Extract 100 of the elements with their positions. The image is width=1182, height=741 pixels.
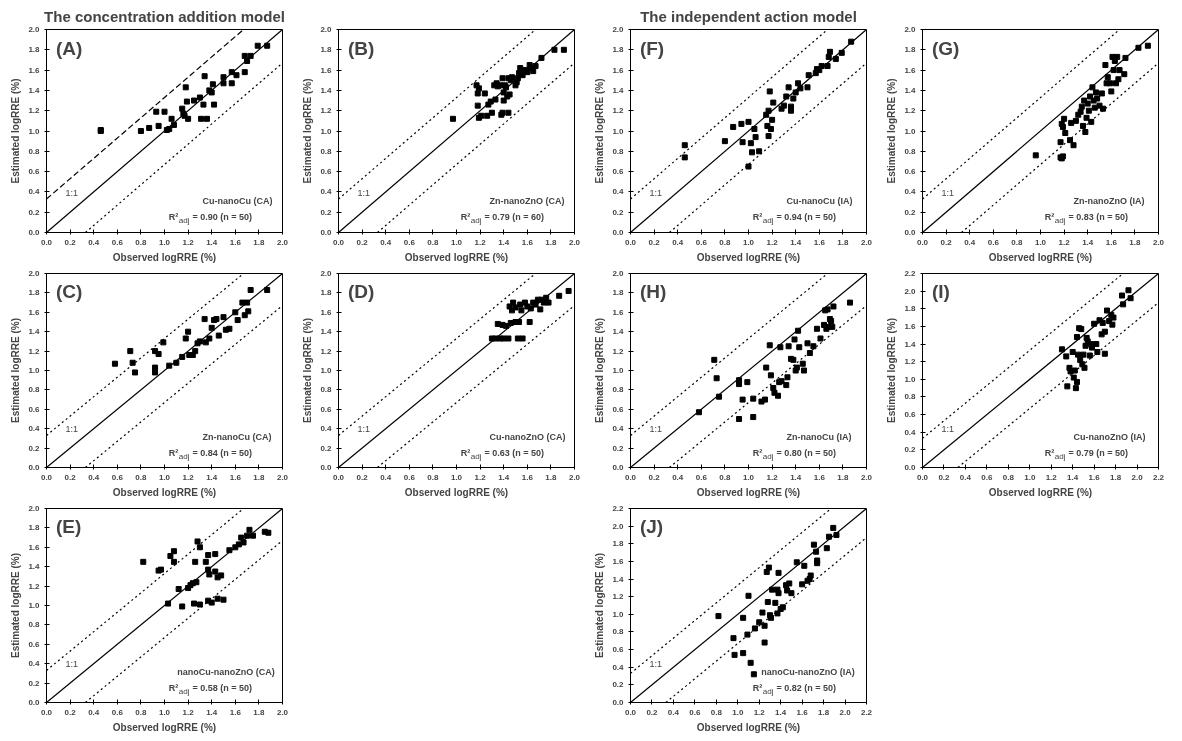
y-tick-label: 0.0 (612, 698, 625, 707)
annotation: Zn-nanoZnO (IA) (1073, 196, 1145, 207)
x-tick-label: 1.2 (766, 472, 779, 482)
x-axis-title: Observed logRRE (%) (988, 251, 1093, 263)
y-tick-label: 1.4 (612, 327, 625, 337)
y-tick-label: 0.2 (28, 207, 41, 217)
x-tick-label: 1.8 (253, 237, 266, 247)
x-tick-label: 0.8 (135, 472, 148, 482)
x-axis-title: Observed logRRE (%) (404, 251, 509, 263)
x-tick-label: 1.0 (158, 707, 171, 717)
y-tick-label: 0.4 (28, 424, 41, 434)
x-tick-label: 1.2 (182, 237, 195, 247)
y-tick-label: 1.8 (904, 45, 917, 55)
x-tick-label: 0.2 (648, 237, 661, 247)
y-tick-label: 0.4 (320, 187, 333, 197)
x-tick-label: 1.6 (796, 707, 809, 717)
x-tick-label: 1.6 (1088, 472, 1101, 482)
y-tick-label: 1.8 (28, 288, 41, 298)
x-tick-label: 2.0 (839, 707, 852, 717)
y-tick-label: 0.8 (28, 620, 41, 630)
y-tick-label: 1.4 (320, 327, 333, 337)
y-tick-label: 1.0 (612, 366, 625, 375)
x-tick-label: 2.2 (1152, 472, 1165, 482)
x-tick-label: 1.4 (790, 472, 802, 482)
y-tick-label: 1.8 (612, 539, 625, 549)
x-tick-label: 1.6 (813, 237, 826, 247)
x-tick-label: 0.4 (672, 472, 684, 482)
annotation: Cu-nanoCu (CA) (202, 196, 273, 207)
y-tick-label: 1.4 (612, 574, 625, 584)
x-tick-label: 0.4 (88, 237, 100, 247)
x-axis-title: Observed logRRE (%) (988, 486, 1093, 498)
annotation: (E) (55, 516, 82, 538)
annotation: Cu-nanoZnO (CA) (489, 432, 566, 443)
annotation: (B) (347, 37, 375, 59)
x-tick-label: 0.8 (1002, 472, 1015, 482)
x-axis-title: Observed logRRE (%) (696, 721, 801, 733)
y-tick-label: 1.6 (320, 307, 333, 317)
annotation: (F) (639, 37, 665, 59)
y-tick-label: 0.8 (320, 385, 333, 395)
x-tick-label: 0.8 (135, 707, 148, 717)
x-tick-label: 0.6 (403, 237, 416, 247)
annotation: (G) (931, 37, 960, 59)
x-tick-label: 1.8 (253, 707, 266, 717)
y-tick-label: 0.0 (904, 228, 917, 237)
y-tick-label: 0.6 (612, 404, 625, 414)
y-tick-label: 1.0 (904, 374, 917, 384)
x-tick-label: 0.6 (695, 237, 708, 247)
x-tick-label: 2.0 (860, 237, 873, 247)
x-tick-label: 1.6 (521, 472, 534, 482)
y-tick-label: 2.0 (28, 269, 41, 278)
x-tick-label: 1.8 (545, 472, 558, 482)
x-tick-label: 2.0 (276, 707, 289, 717)
y-tick-label: 2.0 (612, 25, 625, 34)
y-tick-label: 1.2 (612, 106, 625, 116)
x-tick-label: 1.0 (450, 472, 463, 482)
x-tick-label: 0.4 (964, 237, 976, 247)
annotation: 1:1 (941, 188, 954, 199)
y-tick-label: 0.2 (612, 680, 625, 690)
y-tick-label: 0.8 (612, 146, 625, 156)
x-axis-title: Observed logRRE (%) (112, 721, 217, 733)
annotation: (D) (347, 281, 375, 303)
y-tick-label: 1.0 (612, 609, 625, 619)
x-tick-label: 0.2 (356, 237, 369, 247)
y-tick-label: 0.6 (612, 645, 625, 655)
y-tick-label: 2.0 (612, 269, 625, 278)
x-tick-label: 2.0 (1152, 237, 1165, 247)
annotation: 1:1 (357, 424, 370, 435)
x-tick-label: 1.8 (1110, 472, 1122, 482)
x-tick-label: 2.0 (568, 472, 581, 482)
x-tick-label: 0.0 (40, 707, 53, 717)
y-tick-label: 1.6 (612, 307, 625, 317)
x-tick-label: 1.4 (498, 237, 510, 247)
y-tick-label: 1.2 (320, 106, 333, 116)
x-tick-label: 0.6 (111, 472, 124, 482)
y-tick-label: 0.2 (612, 443, 625, 453)
y-tick-label: 1.4 (320, 85, 333, 95)
y-tick-label: 1.8 (904, 304, 917, 314)
y-tick-label: 0.4 (612, 662, 625, 672)
x-tick-label: 1.0 (742, 237, 755, 247)
y-tick-label: 1.6 (320, 65, 333, 75)
x-tick-label: 0.4 (672, 237, 684, 247)
y-tick-label: 2.0 (904, 286, 917, 296)
x-tick-label: 1.2 (474, 472, 487, 482)
annotation: Cu-nanoCu (IA) (786, 196, 853, 207)
y-axis-title: Estimated logRRE (%) (10, 552, 22, 658)
x-tick-label: 0.2 (356, 472, 369, 482)
x-tick-label: 0.6 (987, 237, 1000, 247)
x-tick-label: 0.2 (646, 707, 659, 717)
x-tick-label: 1.4 (206, 237, 218, 247)
x-tick-label: 1.8 (545, 237, 558, 247)
annotation: (J) (639, 516, 664, 538)
y-tick-label: 1.4 (904, 339, 917, 349)
x-tick-label: 1.0 (732, 707, 744, 717)
x-tick-label: 1.8 (1129, 237, 1142, 247)
y-axis-title: Estimated logRRE (%) (594, 317, 606, 423)
x-tick-label: 0.2 (64, 707, 77, 717)
x-tick-label: 0.8 (710, 707, 723, 717)
y-tick-label: 1.4 (904, 85, 917, 95)
y-tick-label: 0.8 (904, 392, 917, 402)
y-tick-label: 0.4 (904, 187, 917, 197)
